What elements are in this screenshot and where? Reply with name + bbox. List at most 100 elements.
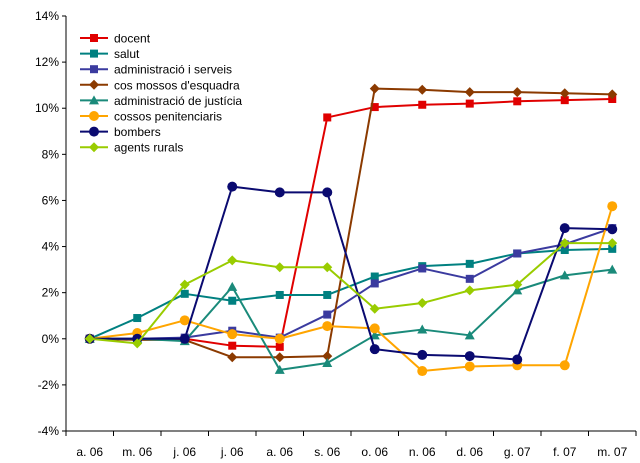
legend-item: cossos penitenciaris	[80, 110, 222, 124]
series-line	[89, 87, 613, 359]
series-layer	[84, 83, 618, 377]
data-point	[275, 290, 284, 299]
data-point	[274, 364, 285, 374]
y-tick-label: 12%	[35, 55, 59, 69]
data-point	[560, 96, 569, 105]
data-point	[559, 360, 570, 371]
data-point	[559, 223, 570, 234]
legend-label: bombers	[114, 125, 161, 139]
data-point	[322, 262, 333, 273]
data-point	[227, 329, 238, 340]
x-tick-label: s. 06	[314, 445, 340, 459]
data-point	[418, 100, 427, 109]
legend-item: cos mossos d'esquadra	[80, 78, 240, 92]
data-point	[512, 279, 523, 290]
legend-marker	[89, 142, 99, 153]
data-point	[417, 84, 428, 95]
data-point	[608, 244, 617, 253]
y-tick-label: -2%	[38, 378, 60, 392]
legend-item: salut	[80, 47, 140, 61]
legend-marker	[89, 95, 99, 105]
data-point	[322, 357, 333, 367]
data-point	[513, 97, 522, 106]
data-point	[417, 298, 428, 309]
legend-label: cossos penitenciaris	[114, 110, 222, 124]
y-tick-label: 2%	[42, 286, 60, 300]
legend-marker	[89, 126, 99, 137]
data-point	[133, 314, 142, 323]
legend-marker	[90, 65, 98, 74]
data-point	[323, 290, 332, 299]
data-point	[179, 333, 190, 344]
data-point	[464, 351, 475, 362]
legend-marker	[89, 79, 99, 90]
data-point	[559, 270, 570, 280]
x-tick-label: m. 07	[597, 445, 627, 459]
legend-item: docent	[80, 32, 151, 46]
series-line	[89, 227, 613, 340]
data-point	[369, 344, 380, 355]
data-point	[180, 289, 189, 298]
x-tick-label: f. 07	[553, 445, 577, 459]
data-point	[465, 99, 474, 108]
series-6	[84, 181, 618, 365]
data-point	[465, 259, 474, 268]
data-point	[322, 187, 333, 198]
y-axis: -4% -2% 0% 2% 4% 6% 8% 10% 12% 14%	[35, 9, 67, 438]
x-tick-label: j. 06	[220, 445, 244, 459]
legend-marker	[89, 111, 99, 121]
data-point	[607, 224, 618, 235]
series-line	[89, 242, 613, 345]
data-point	[512, 87, 523, 98]
data-point	[179, 315, 190, 326]
data-point	[370, 103, 379, 112]
data-point	[559, 88, 570, 99]
data-point	[560, 246, 569, 255]
data-point	[275, 342, 284, 351]
y-tick-label: 6%	[42, 193, 60, 207]
data-point	[369, 330, 380, 340]
data-point	[417, 366, 428, 377]
x-tick-label: d. 06	[456, 445, 483, 459]
data-point	[179, 279, 190, 290]
data-point	[607, 238, 618, 249]
legend-item: administració de justícia	[80, 94, 242, 108]
legend-label: administració i serveis	[114, 63, 232, 77]
x-tick-label: j. 06	[172, 445, 196, 459]
data-point	[84, 333, 95, 344]
data-point	[370, 272, 379, 281]
legend-label: agents rurals	[114, 141, 183, 155]
data-point	[227, 352, 238, 363]
series-3	[84, 83, 618, 363]
y-tick-label: 4%	[42, 240, 60, 254]
series-line	[89, 205, 614, 373]
data-point	[370, 279, 379, 288]
data-point	[464, 330, 475, 340]
data-point	[418, 264, 427, 273]
data-point	[227, 255, 238, 266]
x-tick-label: a. 06	[266, 445, 293, 459]
data-point	[322, 351, 333, 362]
data-point	[464, 285, 475, 296]
legend-marker	[90, 49, 98, 58]
legend-item: bombers	[80, 125, 161, 139]
data-point	[227, 281, 238, 291]
x-tick-label: g. 07	[504, 445, 531, 459]
data-point	[274, 352, 285, 363]
data-point	[513, 249, 522, 258]
series-7	[84, 238, 618, 349]
x-tick-label: m. 06	[122, 445, 152, 459]
data-point	[465, 274, 474, 283]
data-point	[369, 303, 380, 314]
x-axis: a. 06 m. 06 j. 06 j. 06 a. 06 s. 06 o. 06 n. 06…	[65, 430, 637, 459]
data-point	[274, 333, 285, 344]
data-point	[132, 338, 143, 349]
legend-label: docent	[114, 32, 151, 46]
x-tick-label: a. 06	[76, 445, 103, 459]
data-point	[607, 201, 618, 212]
series-4	[84, 264, 618, 374]
y-tick-label: 0%	[42, 332, 60, 346]
data-point	[559, 238, 570, 249]
y-tick-label: 14%	[35, 9, 59, 23]
